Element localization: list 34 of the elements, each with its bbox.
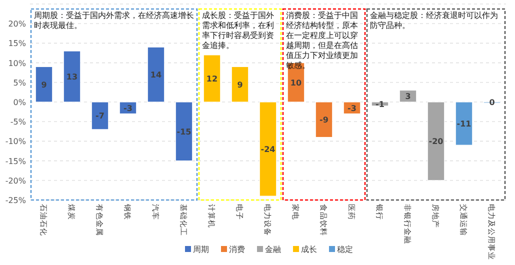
data-label: 9 — [237, 80, 244, 90]
data-label: 3 — [405, 92, 411, 102]
legend-label: 成长 — [301, 245, 317, 254]
y-tick-label: -25% — [5, 196, 26, 205]
data-label: -11 — [456, 120, 472, 129]
y-tick-label: 5% — [13, 78, 26, 88]
data-label: 14 — [150, 70, 162, 80]
data-label: -24 — [260, 145, 276, 154]
legend-label: 金融 — [265, 245, 281, 254]
annotation: 周期股：受益于国内外需求，在经济高速增长时表现最佳。 — [34, 11, 194, 31]
data-label: 12 — [206, 74, 218, 84]
data-label: 10 — [290, 78, 302, 88]
y-tick-label: 10% — [8, 58, 26, 68]
data-label: -15 — [176, 127, 192, 136]
data-label: -7 — [96, 112, 104, 121]
annotation: 成长股：受益于国外需求和低利率，在利率下行时容易受到资金追捧。 — [202, 11, 275, 51]
y-tick-label: 20% — [8, 20, 26, 29]
data-label: 0 — [489, 98, 496, 107]
y-tick-label: -20% — [5, 176, 26, 186]
data-label: -3 — [124, 104, 132, 113]
data-label: -9 — [320, 116, 329, 125]
data-label: 13 — [66, 72, 78, 82]
legend-label: 稳定 — [337, 245, 353, 254]
data-label: 9 — [41, 80, 48, 90]
y-tick-label: 15% — [8, 39, 26, 48]
y-tick-label: 0% — [13, 98, 26, 107]
data-label: -20 — [428, 137, 444, 146]
legend-label: 消费 — [229, 245, 245, 254]
y-tick-label: -10% — [5, 137, 26, 146]
legend-label: 周期 — [193, 245, 209, 254]
data-label: -3 — [348, 104, 356, 113]
y-tick-label: -5% — [10, 118, 26, 127]
annotation: 金融与稳定股：经济衰退时可以作为防守品种。 — [370, 11, 499, 31]
y-tick-label: -15% — [5, 156, 26, 166]
